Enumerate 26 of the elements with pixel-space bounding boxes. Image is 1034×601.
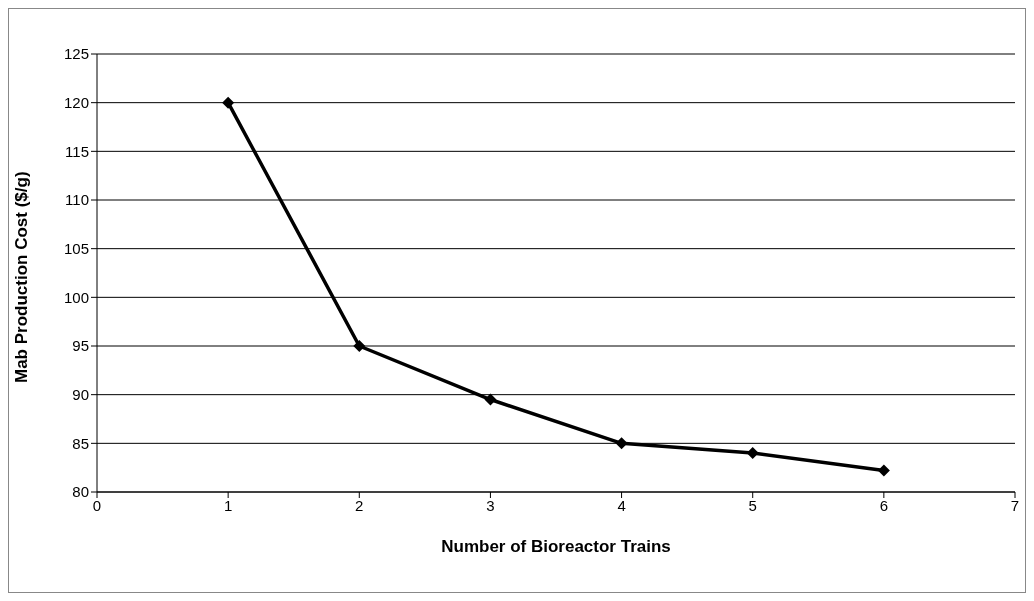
y-tick-label: 95 — [72, 337, 89, 355]
x-tick-label: 0 — [92, 496, 102, 514]
point — [353, 340, 366, 352]
x-tick-label: 4 — [617, 496, 626, 514]
y-tick-label: 125 — [63, 45, 89, 63]
point — [877, 464, 890, 477]
x-tick-label: 7 — [1010, 496, 1020, 514]
x-tick-label: 3 — [486, 496, 495, 514]
y-tick-label: 115 — [65, 142, 89, 160]
y-tick-label: 90 — [72, 385, 89, 403]
x-tick-label: 2 — [355, 496, 364, 514]
x-tick-label: 1 — [223, 496, 233, 514]
x-tick-label: 5 — [748, 496, 757, 514]
y-tick-label: 100 — [63, 288, 89, 306]
y-tick-label: 80 — [72, 483, 89, 501]
x-axis-title: Number of Bioreactor Trains — [441, 537, 671, 556]
point — [222, 96, 235, 109]
y-axis-title: Mab Production Cost ($/g) — [12, 171, 32, 383]
y-tick-label: 120 — [63, 93, 89, 111]
point — [484, 393, 497, 406]
point — [615, 437, 628, 450]
point — [746, 447, 759, 460]
y-tick-label: 85 — [72, 434, 89, 452]
x-tick-label: 6 — [879, 496, 889, 514]
y-tick-label: 105 — [63, 239, 89, 257]
y-tick-label: 110 — [65, 191, 89, 209]
